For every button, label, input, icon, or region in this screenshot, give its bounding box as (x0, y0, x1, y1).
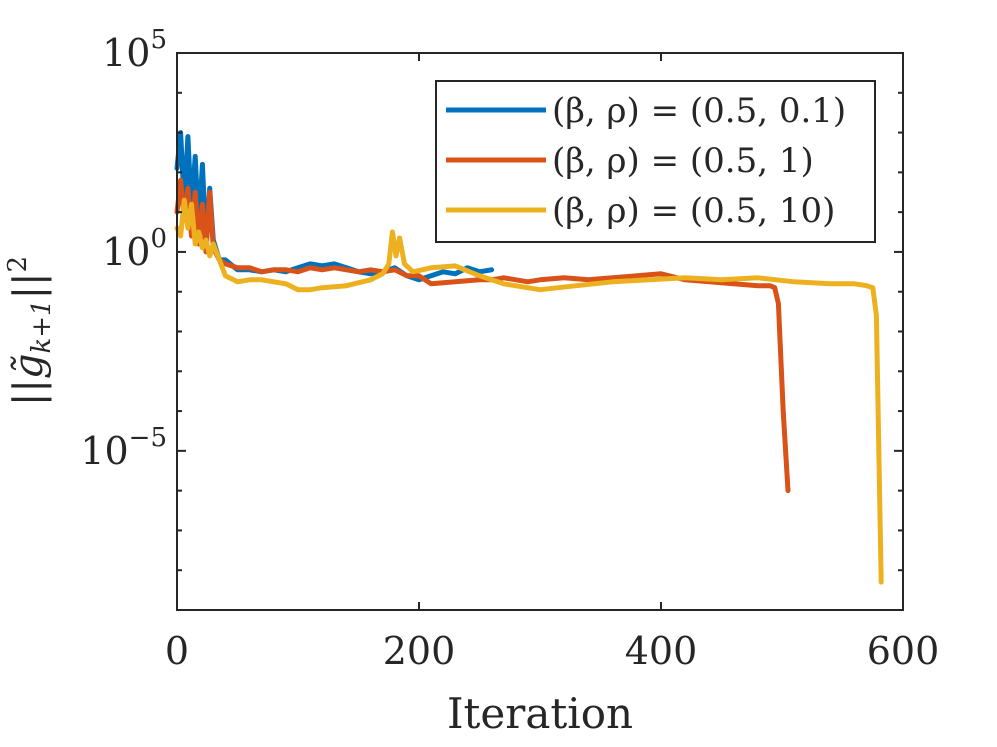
y-axis-label-norm-close: || (6, 272, 52, 299)
legend-label-values-1: (0.5, 0.1) (690, 91, 846, 131)
y-tick-label-0: 105 (102, 25, 167, 75)
y-tick-label-base-2: 10 (80, 429, 128, 473)
legend-label-values-2: (0.5, 1) (690, 141, 814, 181)
legend-label-2: (β, ρ) = (0.5, 1) (552, 141, 814, 181)
tick-layer (176, 52, 904, 610)
y-tick-label-exp-2: −5 (129, 423, 167, 453)
x-tick-label-0: 0 (165, 629, 189, 673)
y-axis-label: ||g̃k+1||2 (3, 256, 57, 406)
series-layer (174, 130, 884, 585)
y-tick-label-exp-0: 5 (150, 25, 167, 55)
legend-label-params-3: (β, ρ) = (552, 191, 690, 231)
y-tick-label-2: 10−5 (80, 423, 167, 473)
legend-label-1: (β, ρ) = (0.5, 0.1) (552, 91, 846, 131)
y-axis-label-subscript: k+1 (27, 299, 57, 353)
y-axis-label-g: g̃ (6, 354, 52, 380)
legend-label-params-2: (β, ρ) = (552, 141, 690, 181)
legend-label-params-1: (β, ρ) = (552, 91, 690, 131)
legend-label-3: (β, ρ) = (0.5, 10) (552, 191, 835, 231)
series-line-3 (174, 197, 884, 585)
x-tick-label-3: 600 (867, 629, 940, 673)
y-tick-label-exp-1: 0 (150, 224, 167, 254)
x-tick-label-2: 400 (625, 629, 698, 673)
y-axis-label-text: ||g̃k+1||2 (3, 256, 57, 406)
y-tick-label-base-0: 10 (102, 31, 150, 75)
x-axis-label: Iteration (447, 689, 633, 738)
legend: (β, ρ) = (0.5, 0.1)(β, ρ) = (0.5, 1)(β, … (435, 80, 876, 243)
x-tick-label-1: 200 (383, 629, 456, 673)
y-tick-label-1: 100 (102, 224, 167, 274)
y-axis-label-exponent: 2 (3, 256, 33, 273)
legend-label-values-3: (0.5, 10) (690, 191, 835, 231)
y-axis-label-norm-open: || (6, 379, 52, 406)
y-tick-label-base-1: 10 (102, 230, 150, 274)
